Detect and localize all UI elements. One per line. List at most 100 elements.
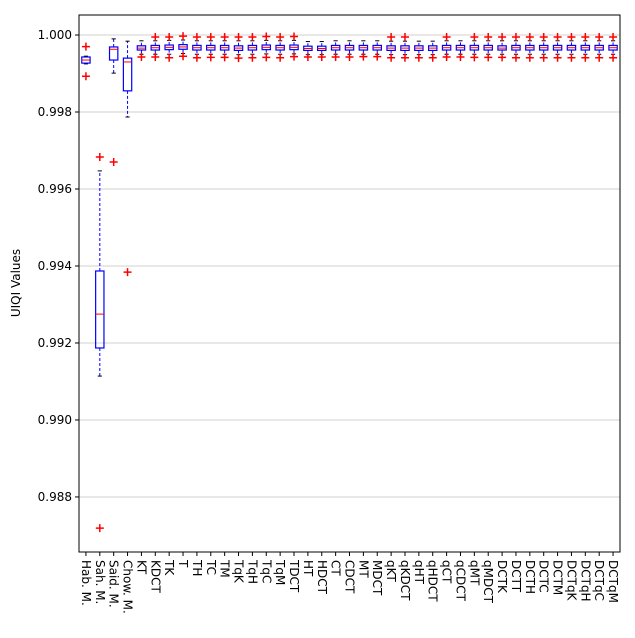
flier [151,52,160,61]
x-tick-label: MDCT [370,560,384,596]
flier [179,32,188,41]
y-tick-label: 0.994 [38,259,72,273]
flier [456,52,465,61]
x-tick-label: TqH [245,559,259,584]
x-tick-label: Chow. M. [121,560,135,614]
x-tick-label: DCTH [523,560,537,594]
x-tick-label: DCTT [509,560,523,593]
box [122,57,133,92]
x-tick-label: TK [162,559,176,576]
flier [525,53,534,62]
flier [234,54,243,63]
flier [290,32,299,41]
x-tick-label: CDCT [343,560,357,594]
flier [109,158,118,167]
x-tick-label: MT [356,560,370,578]
flier [553,53,562,62]
x-tick-label: DCTC [537,560,551,593]
x-tick-label: qHT [412,560,426,585]
flier [165,32,174,41]
flier [165,53,174,62]
flier [262,53,271,62]
flier [567,53,576,62]
y-tick-label: 0.998 [38,105,72,119]
flier [595,32,604,41]
flier [262,32,271,41]
x-tick-label: Sah. M. [93,560,107,604]
x-tick-label: KT [134,560,148,575]
flier [206,53,215,62]
flier [525,32,534,41]
flier [498,53,507,62]
flier [595,53,604,62]
flier [276,53,285,62]
flier [192,53,201,62]
flier [248,32,257,41]
flier [234,32,243,41]
x-tick-label: qMDCT [481,560,495,604]
flier [123,268,132,277]
x-tick-label: qCDCT [453,560,467,602]
flier [303,52,312,61]
flier [290,52,299,61]
flier [137,52,146,61]
x-tick-label: TM [218,559,232,578]
flier [511,32,520,41]
flier [248,53,257,62]
flier [400,53,409,62]
x-tick-label: Said. M. [107,560,121,608]
flier [498,32,507,41]
flier [81,72,90,81]
x-tick-label: TC [204,559,218,575]
flier [609,32,618,41]
x-tick-label: qKT [384,560,398,583]
flier [95,524,104,533]
flier [373,52,382,61]
flier [553,32,562,41]
x-tick-label: DCTM [551,560,565,595]
flier [192,32,201,41]
x-tick-label: KDCT [148,560,162,593]
flier [220,53,229,62]
x-tick-label: HT [301,560,315,577]
x-tick-label: Hab. M. [79,560,93,606]
y-tick-label: 0.996 [38,182,72,196]
flier [470,53,479,62]
flier [581,53,590,62]
flier [442,52,451,61]
flier [179,52,188,61]
x-tick-label: DCTqC [592,560,606,601]
y-tick-label: 0.988 [38,490,72,504]
flier [428,53,437,62]
x-tick-label: qCT [440,560,454,584]
flier [484,53,493,62]
flier [345,52,354,61]
x-tick-label: CT [329,560,343,576]
y-tick-label: 0.992 [38,336,72,350]
y-axis-label: UIQI Values [9,249,23,317]
x-tick-label: qMT [467,560,481,586]
flier [567,32,576,41]
x-tick-label: TqC [259,559,273,583]
box [108,46,119,61]
y-tick-label: 0.990 [38,413,72,427]
flier [206,32,215,41]
x-tick-label: TH [190,559,204,576]
flier [484,32,493,41]
x-tick-label: DCTqH [578,560,592,602]
x-tick-label: T [176,559,190,568]
x-tick-label: TqM [273,559,287,585]
flier [511,53,520,62]
y-tick-label: 1.000 [38,28,72,42]
flier [276,32,285,41]
flier [387,32,396,41]
box [95,270,105,349]
x-tick-label: DCTqM [606,560,620,603]
x-tick-label: TqK [232,559,246,584]
flier [359,52,368,61]
flier [539,53,548,62]
flier [400,32,409,41]
x-tick-label: DCTqK [564,560,578,602]
flier [470,32,479,41]
